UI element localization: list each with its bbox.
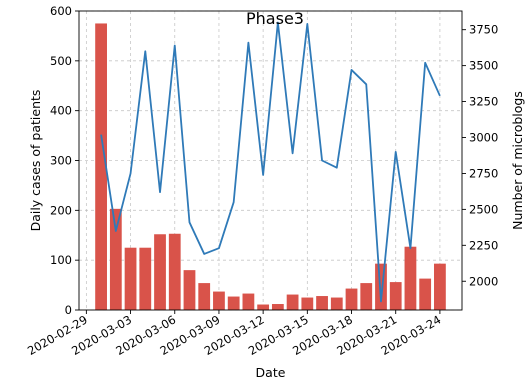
- x-axis-label: Date: [256, 365, 286, 380]
- y-axis-right-label: Number of microblogs: [510, 91, 525, 230]
- left-axis: 0 100 200 300 400 500 600: [50, 4, 79, 317]
- bar: [124, 247, 137, 310]
- left-tick-label: 200: [50, 203, 72, 217]
- bar: [198, 283, 211, 310]
- right-axis: 2000 2250 2500 2750 3000 3250 3500 3750: [462, 23, 498, 288]
- microblogs-line: [100, 21, 441, 303]
- bar: [316, 296, 328, 310]
- bar: [286, 294, 299, 310]
- left-tick-label: 500: [50, 54, 72, 68]
- left-tick-label: 100: [50, 253, 72, 267]
- bar: [242, 293, 255, 310]
- y-axis-left-label: Daily cases of patients: [28, 90, 43, 232]
- right-tick-label: 2000: [469, 274, 498, 288]
- bar: [213, 291, 225, 310]
- right-tick-label: 3000: [469, 131, 498, 145]
- bar: [257, 304, 270, 310]
- left-tick-label: 300: [50, 154, 72, 168]
- bar: [301, 297, 314, 310]
- right-tick-label: 2250: [469, 238, 498, 252]
- bar: [404, 246, 417, 310]
- bar: [360, 283, 373, 310]
- left-tick-label: 0: [65, 303, 72, 317]
- bar: [183, 270, 196, 310]
- bar: [154, 234, 166, 310]
- line-series: [100, 21, 441, 303]
- chart-title: Phase3: [246, 9, 304, 28]
- bar: [330, 297, 343, 310]
- bar: [375, 263, 387, 310]
- bar: [345, 288, 358, 310]
- bar: [139, 247, 152, 310]
- bar: [271, 304, 284, 310]
- bar-series: [95, 23, 446, 310]
- bar: [227, 296, 240, 310]
- bar: [95, 23, 107, 310]
- right-tick-label: 2500: [469, 202, 498, 216]
- right-tick-label: 3750: [469, 23, 498, 37]
- right-tick-label: 3250: [469, 95, 498, 109]
- bar: [389, 282, 402, 310]
- left-tick-label: 600: [50, 4, 72, 18]
- right-tick-label: 2750: [469, 166, 498, 180]
- x-axis: 2020-02-292020-03-032020-03-062020-03-09…: [25, 310, 443, 358]
- bar: [109, 208, 122, 310]
- right-tick-label: 3500: [469, 59, 498, 73]
- bar: [419, 278, 432, 310]
- left-tick-label: 400: [50, 104, 72, 118]
- bar: [434, 263, 446, 310]
- bar: [168, 233, 181, 310]
